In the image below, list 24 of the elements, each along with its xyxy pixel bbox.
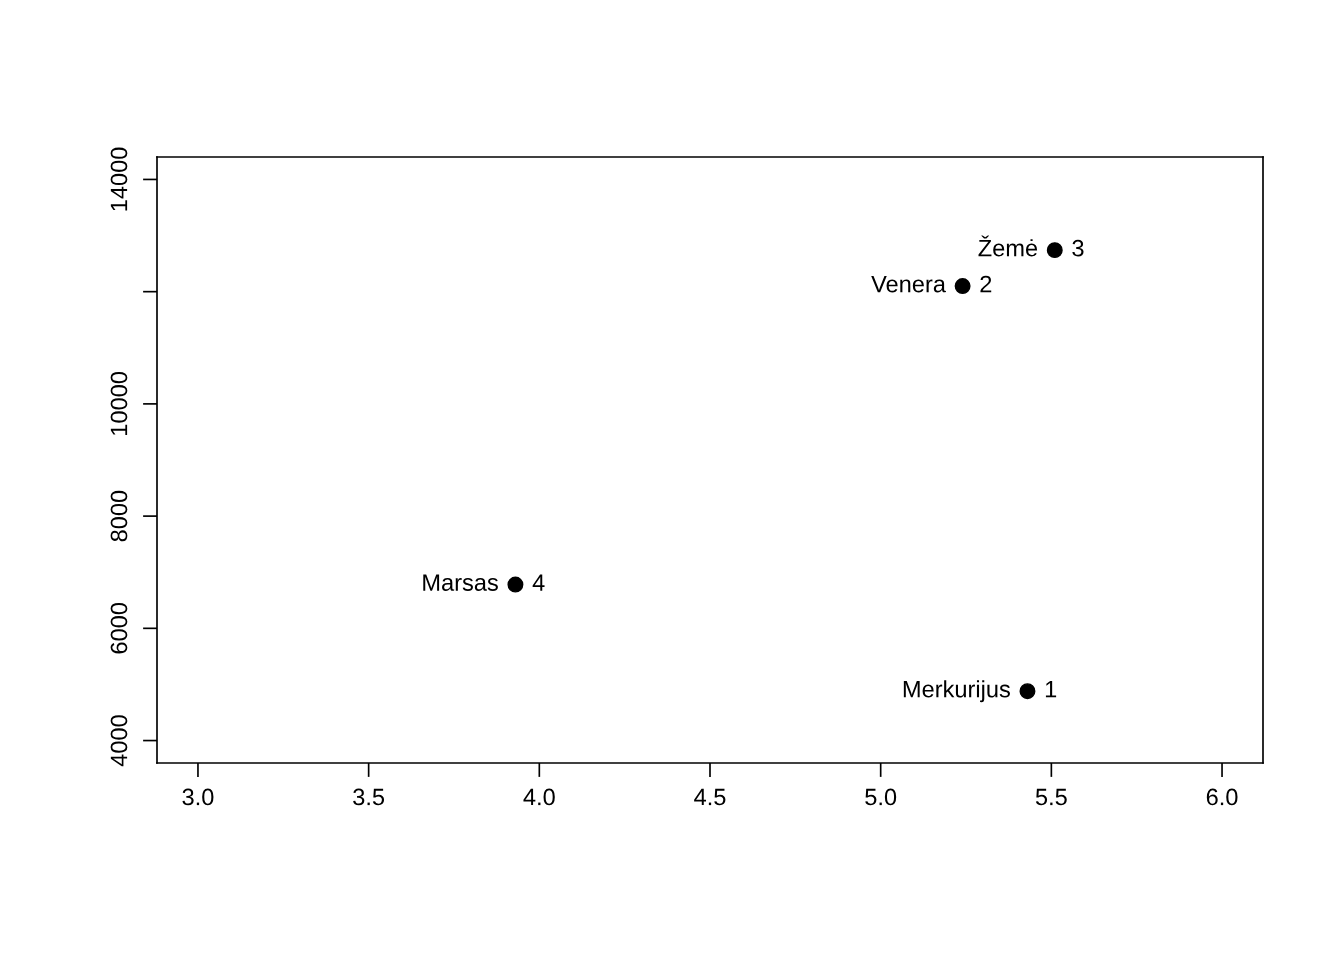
y-tick-label: 10000 [110, 371, 128, 435]
x-tick-label: 5.5 [1035, 788, 1067, 806]
point [507, 576, 524, 593]
annotation: 4 [532, 574, 545, 591]
y-tick-label: 4000 [110, 715, 128, 767]
x-tick-label: 4.5 [694, 788, 726, 806]
annotation: Venera [871, 275, 946, 293]
annotation: 1 [1045, 681, 1057, 698]
y-tick-label: 8000 [110, 490, 128, 542]
y-tick-label: 6000 [110, 602, 128, 654]
point [1019, 683, 1036, 700]
x-tick-label: 4.0 [523, 788, 555, 806]
x-tick-label: 3.0 [182, 788, 214, 806]
x-tick-label: 6.0 [1206, 788, 1238, 806]
annotation: Žemė [978, 235, 1038, 257]
annotation: Marsas [423, 574, 498, 591]
x-tick-label: 3.5 [353, 788, 385, 806]
annotation: 2 [980, 275, 992, 293]
point [954, 278, 971, 295]
point [1046, 242, 1063, 259]
y-tick-label: 14000 [110, 147, 128, 211]
annotation: 3 [1072, 239, 1084, 257]
annotation: Merkurijus [903, 680, 1010, 703]
x-tick-label: 5.0 [865, 788, 897, 806]
